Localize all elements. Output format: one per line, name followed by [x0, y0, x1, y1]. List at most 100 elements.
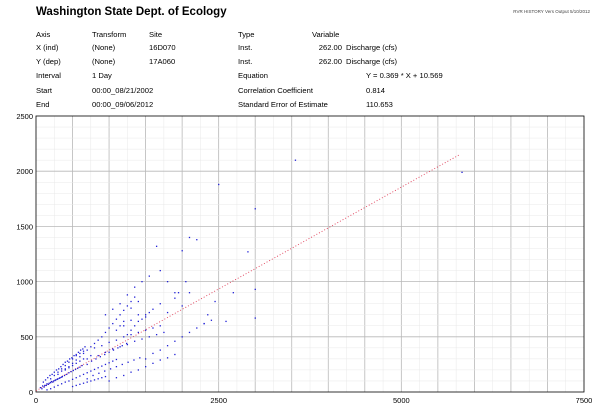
data-point — [254, 288, 256, 291]
data-point — [203, 322, 205, 325]
data-point — [97, 354, 99, 357]
data-point — [112, 322, 114, 325]
equation-label: Equation — [238, 71, 268, 80]
data-point — [86, 372, 88, 374]
data-point — [53, 371, 55, 373]
data-point — [69, 358, 71, 360]
data-point — [57, 371, 59, 373]
data-point — [71, 357, 73, 359]
data-point — [159, 359, 161, 361]
data-point — [54, 379, 56, 382]
data-point — [53, 374, 55, 377]
data-point — [461, 171, 463, 174]
y-axis-label: Y (dep) — [36, 57, 61, 66]
data-point — [97, 367, 99, 369]
data-point — [71, 358, 74, 360]
data-point — [112, 348, 114, 350]
report-title: Washington State Dept. of Ecology — [36, 6, 227, 18]
data-point — [41, 388, 43, 390]
y-site: 17A060 — [149, 57, 176, 66]
data-point — [159, 349, 161, 351]
data-point — [82, 382, 85, 384]
data-point — [61, 375, 64, 378]
data-point — [134, 286, 136, 288]
col-site: Site — [149, 30, 163, 39]
data-point — [108, 351, 110, 353]
data-point — [86, 381, 88, 383]
data-point — [79, 366, 81, 368]
data-point — [145, 316, 147, 318]
data-point — [64, 368, 66, 370]
data-point — [82, 348, 84, 350]
data-point — [166, 311, 169, 314]
data-point — [145, 329, 147, 331]
data-point — [133, 359, 135, 361]
start-label: Start — [36, 86, 53, 95]
data-point — [59, 377, 61, 379]
data-point — [119, 346, 121, 348]
data-point — [188, 236, 191, 239]
data-point — [64, 369, 66, 371]
data-point — [218, 183, 220, 186]
data-point — [163, 331, 165, 334]
data-point — [174, 340, 176, 342]
data-point — [126, 333, 129, 336]
data-point — [232, 292, 234, 294]
data-point — [48, 382, 50, 384]
data-point — [57, 373, 59, 376]
data-point — [71, 385, 74, 388]
data-point — [126, 343, 129, 346]
data-point — [63, 374, 66, 377]
data-point — [79, 375, 81, 377]
data-point — [117, 347, 119, 349]
y-variable: Discharge (cfs) — [346, 57, 398, 66]
data-point — [115, 366, 118, 368]
data-point — [75, 354, 77, 357]
data-point — [70, 370, 72, 373]
version-stamp: RVR HISTORY Vers Output 5/10/2012 — [513, 9, 590, 14]
data-point — [46, 383, 48, 385]
data-point — [148, 336, 150, 338]
data-point — [44, 384, 46, 387]
x-tick-label: 0 — [34, 396, 38, 405]
end-label: End — [36, 100, 50, 109]
data-point — [92, 374, 94, 377]
data-point — [123, 374, 125, 377]
data-point — [104, 363, 107, 366]
data-point — [75, 353, 77, 356]
data-point — [50, 382, 52, 384]
data-point — [79, 352, 81, 355]
data-point — [79, 349, 82, 351]
data-point — [181, 336, 183, 338]
y-code: 262.00 — [318, 57, 342, 66]
col-type: Type — [238, 30, 255, 39]
x-variable: Discharge (cfs) — [346, 43, 398, 52]
data-point — [73, 354, 75, 357]
data-point — [174, 353, 176, 356]
y-tick-label: 0 — [29, 388, 33, 397]
data-point — [82, 352, 85, 355]
data-point — [101, 377, 103, 379]
col-variable: Variable — [312, 30, 340, 39]
data-point — [104, 314, 107, 316]
data-point — [148, 275, 150, 277]
data-point — [86, 349, 88, 351]
data-point — [137, 331, 139, 334]
y-tick-label: 1000 — [16, 278, 33, 287]
data-point — [57, 384, 59, 387]
data-point — [51, 373, 53, 376]
data-point — [93, 342, 96, 345]
x-axis-label: X (ind) — [36, 43, 59, 52]
data-point — [115, 358, 118, 361]
data-point — [58, 368, 60, 370]
data-point — [104, 375, 107, 378]
data-point — [130, 329, 132, 331]
tick-labels: 0 2500 5000 7500 0 500 1000 1500 2000 2500 — [16, 112, 592, 405]
data-point — [254, 208, 256, 210]
data-point — [79, 356, 81, 358]
data-point — [121, 345, 123, 347]
data-point — [177, 292, 180, 294]
data-point — [119, 325, 121, 327]
data-point — [98, 372, 100, 374]
data-point — [82, 373, 85, 376]
